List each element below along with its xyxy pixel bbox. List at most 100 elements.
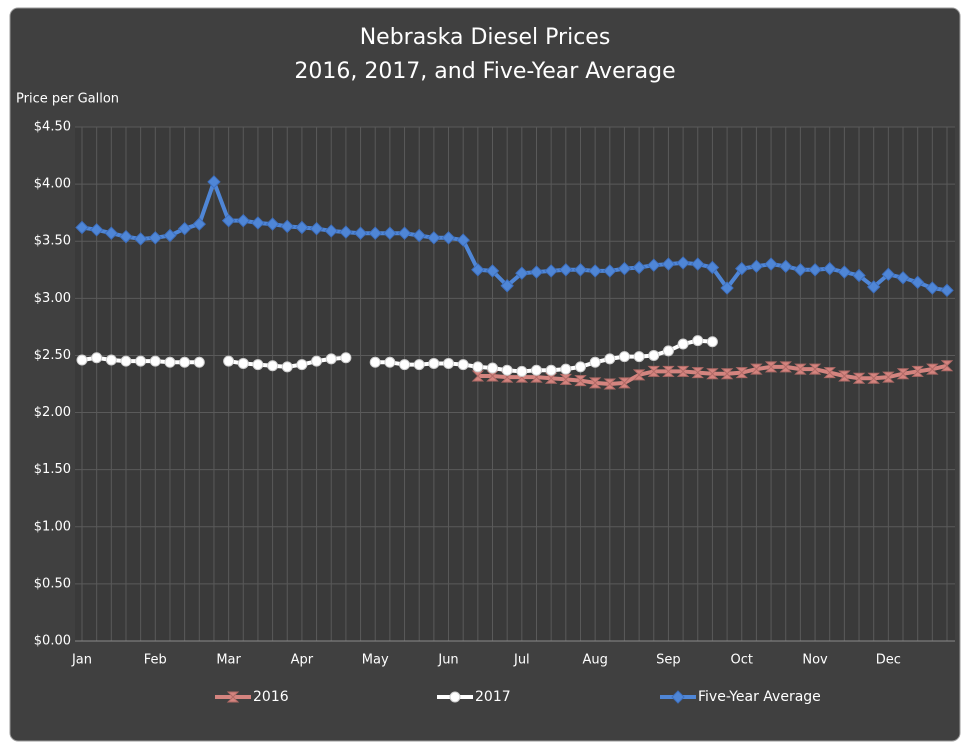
marker	[779, 259, 793, 274]
marker	[881, 267, 896, 282]
marker	[604, 353, 616, 365]
marker	[940, 360, 954, 372]
marker	[207, 175, 221, 189]
legend-label: Five-Year Average	[698, 689, 821, 705]
marker	[397, 226, 412, 240]
marker	[149, 355, 161, 367]
marker	[808, 363, 822, 375]
marker	[237, 357, 249, 369]
marker	[633, 351, 645, 363]
marker	[823, 367, 836, 379]
marker	[676, 256, 690, 270]
marker	[353, 226, 368, 240]
y-tick-label: $2.50	[34, 348, 71, 363]
marker	[838, 370, 851, 382]
x-tick-label: Aug	[582, 653, 607, 668]
x-tick-label: Sep	[656, 653, 681, 668]
marker	[441, 231, 456, 245]
marker	[559, 373, 573, 385]
plot-area	[75, 127, 955, 641]
marker	[221, 213, 236, 228]
y-tick-label: $4.00	[34, 177, 71, 192]
marker	[867, 372, 880, 384]
marker	[706, 336, 718, 348]
marker	[647, 365, 660, 377]
x-tick-label: May	[362, 653, 389, 668]
marker	[119, 229, 133, 244]
marker	[852, 372, 866, 384]
marker	[384, 356, 396, 368]
marker	[837, 265, 852, 279]
y-axis-label: Price per Gallon	[16, 92, 119, 107]
marker	[325, 353, 337, 365]
marker	[148, 231, 163, 245]
grid	[75, 126, 955, 642]
marker	[735, 261, 749, 276]
marker	[677, 338, 689, 350]
marker	[383, 226, 397, 240]
chart-subtitle: 2016, 2017, and Five-Year Average	[294, 59, 675, 84]
marker	[618, 377, 631, 389]
y-tick-label: $0.00	[34, 634, 71, 649]
marker	[487, 362, 499, 374]
marker	[926, 363, 939, 375]
marker	[193, 356, 205, 368]
marker	[223, 355, 235, 367]
x-tick-label: Jun	[437, 653, 458, 668]
marker	[603, 378, 617, 390]
marker	[251, 216, 265, 230]
marker	[896, 368, 910, 380]
chart-title: Nebraska Diesel Prices	[360, 25, 611, 50]
marker	[925, 281, 940, 295]
marker	[413, 359, 425, 371]
y-tick-label: $4.50	[34, 120, 71, 135]
marker	[676, 365, 690, 377]
marker	[296, 359, 308, 371]
y-tick-label: $3.00	[34, 291, 71, 306]
marker	[472, 361, 484, 373]
marker	[764, 361, 778, 373]
x-tick-label: Jul	[513, 653, 530, 668]
y-tick-label: $0.50	[34, 576, 71, 591]
marker	[618, 351, 630, 363]
y-tick-label: $1.00	[34, 519, 71, 534]
marker	[135, 355, 147, 367]
marker	[295, 220, 309, 235]
marker	[588, 264, 602, 278]
marker	[852, 268, 866, 283]
x-tick-label: Oct	[731, 653, 753, 668]
marker	[89, 223, 104, 237]
marker	[309, 221, 324, 236]
marks	[75, 175, 954, 390]
marker	[179, 356, 191, 368]
marker	[749, 259, 764, 274]
marker	[412, 228, 426, 243]
marker	[75, 220, 89, 235]
marker	[896, 271, 910, 285]
marker	[530, 364, 542, 376]
marker	[559, 263, 573, 277]
marker	[574, 375, 587, 387]
marker	[588, 377, 602, 389]
marker	[177, 221, 192, 236]
x-tick-label: Feb	[144, 653, 167, 668]
marker	[632, 260, 646, 275]
marker	[501, 364, 513, 376]
marker	[882, 371, 895, 383]
marker	[311, 355, 323, 367]
marker	[76, 354, 88, 366]
marker	[794, 363, 807, 375]
marker	[515, 266, 529, 280]
marker	[457, 359, 469, 371]
x-tick-label: Dec	[876, 653, 901, 668]
marker	[252, 359, 264, 371]
marker	[486, 370, 499, 382]
marker	[456, 233, 470, 247]
marker	[471, 263, 485, 277]
marker	[340, 352, 352, 364]
marker	[617, 261, 632, 276]
marker	[544, 264, 558, 278]
marker	[574, 361, 586, 373]
